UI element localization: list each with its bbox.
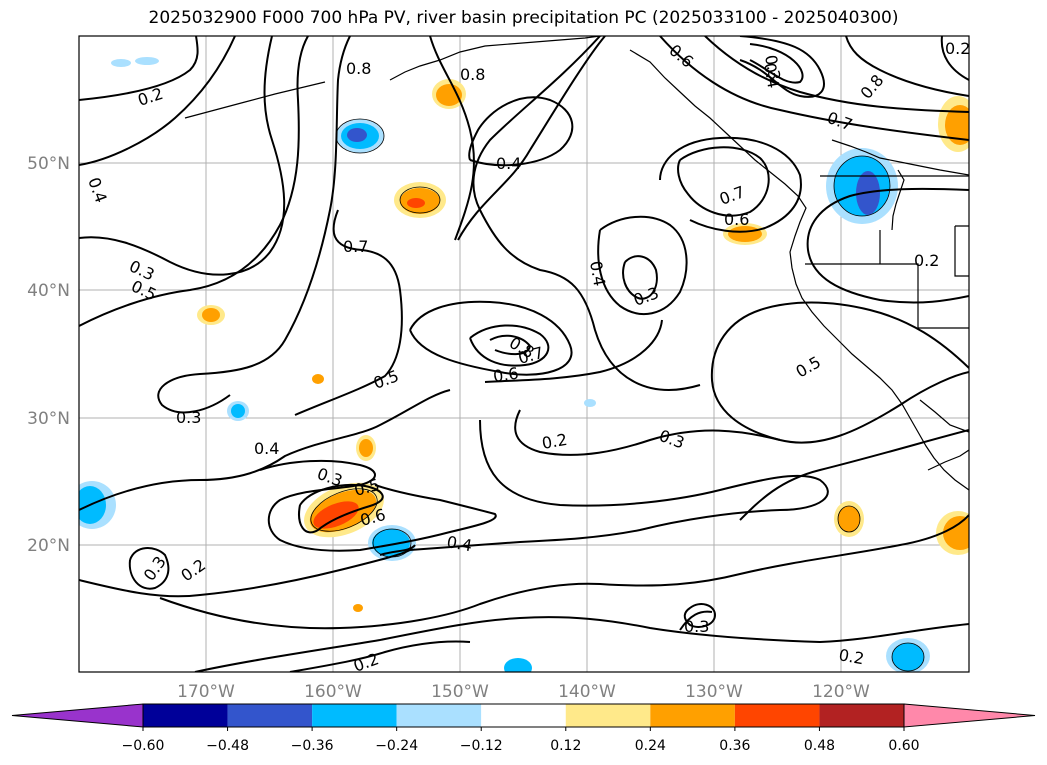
colorbar-label: 0.36 xyxy=(719,738,750,754)
precip-negative-patch xyxy=(79,486,106,524)
colorbar-box xyxy=(312,704,397,727)
pv-contours xyxy=(79,36,969,672)
colorbar-extend-high xyxy=(903,703,1036,728)
colorbar-box xyxy=(481,704,566,727)
longitude-labels: 170°W 160°W 150°W 140°W 130°W 120°W xyxy=(177,682,870,702)
contour-label: 0.8 xyxy=(346,59,371,78)
colorbar-box xyxy=(734,704,820,727)
contour-label: 0.2 xyxy=(945,39,970,58)
precip-outlines xyxy=(310,118,925,672)
contour-label: 0.8 xyxy=(460,65,485,84)
colorbar-label: 0.24 xyxy=(635,738,666,754)
colorbar-box xyxy=(819,704,904,727)
contour-label: 0.4 xyxy=(586,259,609,287)
contour-label: 0.6 xyxy=(724,210,749,229)
contour-label: 0.3 xyxy=(657,426,687,453)
lon-label: 150°W xyxy=(431,682,489,702)
lon-label: 160°W xyxy=(304,682,362,702)
precip-negative-patch xyxy=(584,399,596,407)
precipitation-shading xyxy=(79,57,969,672)
lon-label: 170°W xyxy=(177,682,235,702)
contour-label: 0.2 xyxy=(135,84,165,110)
precip-positive-patch xyxy=(407,198,425,208)
precip-negative-patch xyxy=(111,59,131,67)
latitude-labels: 50°N 40°N 30°N 20°N xyxy=(27,154,70,556)
contour-label: 0.7 xyxy=(343,237,368,256)
contour-label: 0.2 xyxy=(177,555,209,585)
lon-label: 130°W xyxy=(685,682,743,702)
coastlines xyxy=(184,36,969,491)
precip-positive-patch xyxy=(202,308,220,322)
lat-label: 20°N xyxy=(27,536,70,556)
colorbar-label: −0.12 xyxy=(460,738,503,754)
contour-label: 0.6 xyxy=(492,364,520,386)
precip-negative-patch xyxy=(892,643,924,671)
contour-label: 0.4 xyxy=(496,154,521,173)
contour-label: 0.3 xyxy=(761,53,784,81)
contour-label: 0.5 xyxy=(793,352,825,381)
contour-label: 0.2 xyxy=(837,645,865,668)
colorbar-label: −0.36 xyxy=(291,738,334,754)
precip-negative-patch xyxy=(231,404,245,418)
contour-label: 0.4 xyxy=(760,61,783,89)
colorbar-label: 0.48 xyxy=(804,738,835,754)
colorbar-box xyxy=(396,704,482,727)
contour-labels: 0.8 0.8 0.6 0.3 0.4 0.2 0.2 0.4 0.8 0.7 … xyxy=(84,39,970,676)
colorbar-label: −0.48 xyxy=(206,738,249,754)
contour-label: 0.4 xyxy=(84,175,111,205)
colorbar-label: 0.12 xyxy=(550,738,581,754)
precip-negative-patch xyxy=(135,57,159,65)
contour-label: 0.8 xyxy=(857,71,888,103)
contour-label: 0.5 xyxy=(128,276,159,304)
contour-label: 0.2 xyxy=(914,251,939,270)
precip-negative-patch xyxy=(347,128,367,142)
lat-label: 30°N xyxy=(27,409,70,429)
contour-label: 0.4 xyxy=(445,532,473,555)
contour-label: 0.2 xyxy=(540,430,568,453)
contour-label: 0.7 xyxy=(825,108,855,135)
lat-label: 40°N xyxy=(27,281,70,301)
lat-label: 50°N xyxy=(27,154,70,174)
colorbar-label: −0.24 xyxy=(375,738,418,754)
colorbar-frame xyxy=(142,703,905,728)
precip-positive-patch xyxy=(353,604,363,612)
map-frame xyxy=(78,35,970,673)
lon-label: 140°W xyxy=(558,682,616,702)
colorbar-label: −0.60 xyxy=(122,738,165,754)
precip-positive-patch xyxy=(943,516,969,550)
contour-label: 0.5 xyxy=(371,366,401,393)
colorbar-box xyxy=(143,704,228,727)
contour-label: 0.3 xyxy=(684,617,709,636)
precip-negative-patch xyxy=(504,658,532,672)
contour-label: 0.3 xyxy=(176,408,201,427)
colorbar: −0.60 −0.48 −0.36 −0.24 −0.12 0.12 0.24 0.36 0.4… xyxy=(11,703,1036,754)
colorbar-label: 0.60 xyxy=(888,738,919,754)
colorbar-box xyxy=(227,704,313,727)
contour-label: 0.2 xyxy=(351,649,381,676)
precip-positive-patch xyxy=(945,105,969,145)
colorbar-extend-low xyxy=(11,703,144,728)
lon-label: 120°W xyxy=(812,682,870,702)
colorbar-box xyxy=(650,704,735,727)
contour-label: 0.7 xyxy=(717,182,747,209)
precip-positive-patch xyxy=(359,439,373,457)
map-title: 2025032900 F000 700 hPa PV, river basin … xyxy=(148,8,899,28)
precip-positive-patch xyxy=(312,374,324,384)
contour-label: 0.4 xyxy=(254,439,279,458)
contour-label: 0.3 xyxy=(631,283,661,310)
precip-positive-patch xyxy=(313,501,359,529)
colorbar-box xyxy=(565,704,651,727)
precip-positive-patch xyxy=(838,506,860,532)
